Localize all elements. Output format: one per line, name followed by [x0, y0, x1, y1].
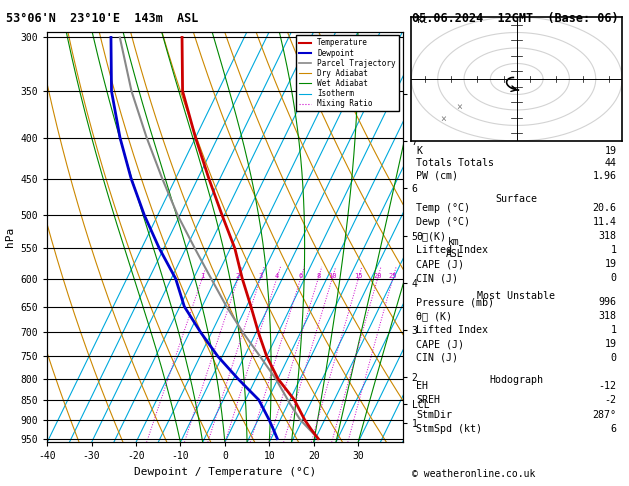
Text: 6: 6: [610, 424, 616, 434]
Text: 20.6: 20.6: [593, 203, 616, 213]
Text: 19: 19: [604, 339, 616, 349]
Text: Surface: Surface: [496, 194, 537, 205]
Text: -2: -2: [604, 395, 616, 405]
Text: 4: 4: [274, 273, 279, 278]
Text: StmSpd (kt): StmSpd (kt): [416, 424, 482, 434]
Text: K: K: [416, 146, 423, 156]
Y-axis label: km
ASL: km ASL: [445, 237, 463, 259]
Text: ×: ×: [456, 102, 462, 112]
Text: CIN (J): CIN (J): [416, 274, 459, 283]
Text: 20: 20: [373, 273, 382, 278]
Text: CAPE (J): CAPE (J): [416, 260, 464, 269]
Text: Totals Totals: Totals Totals: [416, 158, 494, 168]
Text: 1.96: 1.96: [593, 171, 616, 181]
Text: 25: 25: [389, 273, 397, 278]
Text: 318: 318: [598, 231, 616, 241]
Text: 3: 3: [258, 273, 262, 278]
Text: θᴇ(K): θᴇ(K): [416, 231, 447, 241]
Text: 996: 996: [598, 297, 616, 308]
Y-axis label: hPa: hPa: [5, 227, 15, 247]
Text: Pressure (mb): Pressure (mb): [416, 297, 494, 308]
Text: © weatheronline.co.uk: © weatheronline.co.uk: [412, 469, 535, 479]
Text: Most Unstable: Most Unstable: [477, 291, 555, 300]
Text: SREH: SREH: [416, 395, 440, 405]
Text: 19: 19: [604, 260, 616, 269]
Text: 15: 15: [354, 273, 362, 278]
Text: 53°06'N  23°10'E  143m  ASL: 53°06'N 23°10'E 143m ASL: [6, 12, 199, 25]
Text: 0: 0: [610, 353, 616, 363]
Text: CIN (J): CIN (J): [416, 353, 459, 363]
Text: 6: 6: [298, 273, 303, 278]
Text: 05.06.2024  12GMT  (Base: 06): 05.06.2024 12GMT (Base: 06): [412, 12, 618, 25]
Text: 1: 1: [610, 325, 616, 335]
Text: StmDir: StmDir: [416, 410, 452, 419]
Text: θᴇ (K): θᴇ (K): [416, 311, 452, 321]
Text: 8: 8: [316, 273, 320, 278]
Text: 10: 10: [328, 273, 337, 278]
Text: kt: kt: [416, 15, 428, 25]
Text: 318: 318: [598, 311, 616, 321]
Legend: Temperature, Dewpoint, Parcel Trajectory, Dry Adiabat, Wet Adiabat, Isotherm, Mi: Temperature, Dewpoint, Parcel Trajectory…: [296, 35, 399, 111]
Text: CAPE (J): CAPE (J): [416, 339, 464, 349]
Text: Lifted Index: Lifted Index: [416, 325, 489, 335]
Text: 287°: 287°: [593, 410, 616, 419]
Text: 11.4: 11.4: [593, 217, 616, 227]
Text: 44: 44: [604, 158, 616, 168]
Text: EH: EH: [416, 381, 428, 391]
Text: 1: 1: [200, 273, 204, 278]
Text: 1: 1: [610, 245, 616, 255]
Text: -12: -12: [598, 381, 616, 391]
Text: Hodograph: Hodograph: [489, 375, 543, 385]
Text: Dewp (°C): Dewp (°C): [416, 217, 470, 227]
Text: ×: ×: [440, 114, 446, 124]
Text: PW (cm): PW (cm): [416, 171, 459, 181]
Text: 2: 2: [236, 273, 240, 278]
Text: Temp (°C): Temp (°C): [416, 203, 470, 213]
Text: 19: 19: [604, 146, 616, 156]
X-axis label: Dewpoint / Temperature (°C): Dewpoint / Temperature (°C): [134, 467, 316, 477]
Text: Lifted Index: Lifted Index: [416, 245, 489, 255]
Text: 0: 0: [610, 274, 616, 283]
